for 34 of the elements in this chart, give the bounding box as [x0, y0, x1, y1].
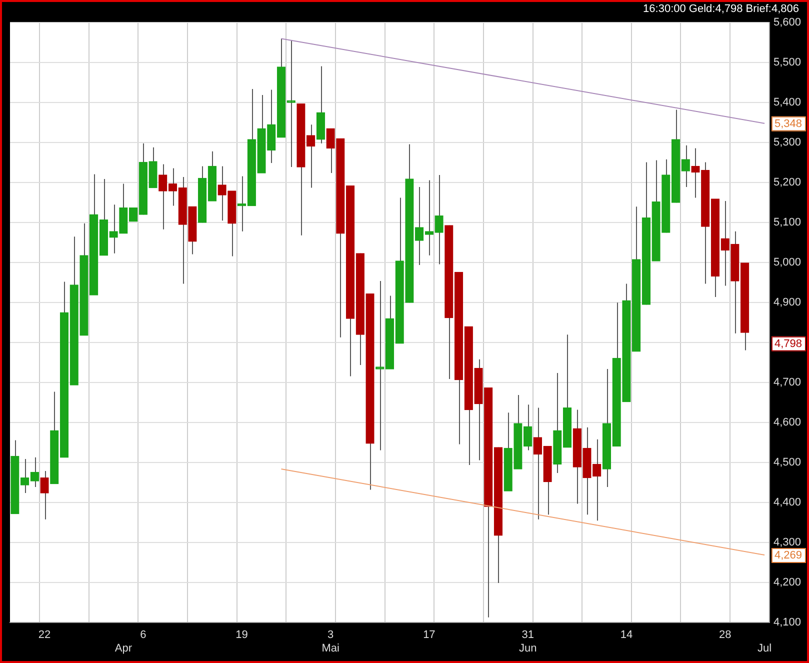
y-tick-label: 5,300	[773, 136, 802, 149]
y-tick-label: 4,100	[773, 616, 802, 629]
x-tick-label: 22	[38, 629, 51, 642]
y-tick-label: 5,600	[773, 16, 802, 29]
candlestick	[40, 470, 49, 520]
y-tick-label: 4,700	[773, 376, 802, 389]
x-tick-label: 19	[236, 629, 248, 642]
y-tick-label: 5,000	[773, 256, 802, 269]
y-tick-label: 5,500	[773, 56, 802, 69]
candlestick	[326, 128, 335, 174]
y-tick-label: 4,500	[773, 456, 802, 469]
x-tick-label: Jul	[758, 642, 772, 654]
x-tick-label: 3 Mai	[322, 629, 340, 654]
annotation: 5,348	[774, 118, 802, 130]
y-tick-label: 4,300	[773, 536, 802, 549]
x-tick-label: 17	[423, 629, 436, 642]
annotation: 4,269	[774, 550, 802, 562]
x-tick-label: 6	[140, 629, 146, 642]
x-tick-label: Apr	[114, 642, 132, 654]
y-tick-label: 4,400	[773, 496, 802, 509]
y-tick-label: 4,600	[773, 416, 802, 429]
candlestick	[592, 438, 602, 522]
y-tick-label: 5,400	[773, 96, 802, 109]
y-tick-label: 5,100	[773, 216, 802, 229]
y-tick-label: 4,900	[773, 296, 802, 309]
x-tick-label: 28	[718, 629, 732, 642]
chart-subtitle: 16:30:00 Geld:4,798 Brief:4,806	[643, 3, 799, 15]
x-tick-label: 31 Jun	[518, 629, 537, 654]
y-tick-label: 5,200	[773, 176, 802, 189]
candlestick	[691, 148, 700, 198]
annotation: 4,798	[774, 338, 802, 350]
candlestick	[218, 166, 226, 222]
x-tick-label: 14	[620, 629, 633, 642]
y-tick-label: 4,200	[773, 576, 802, 589]
